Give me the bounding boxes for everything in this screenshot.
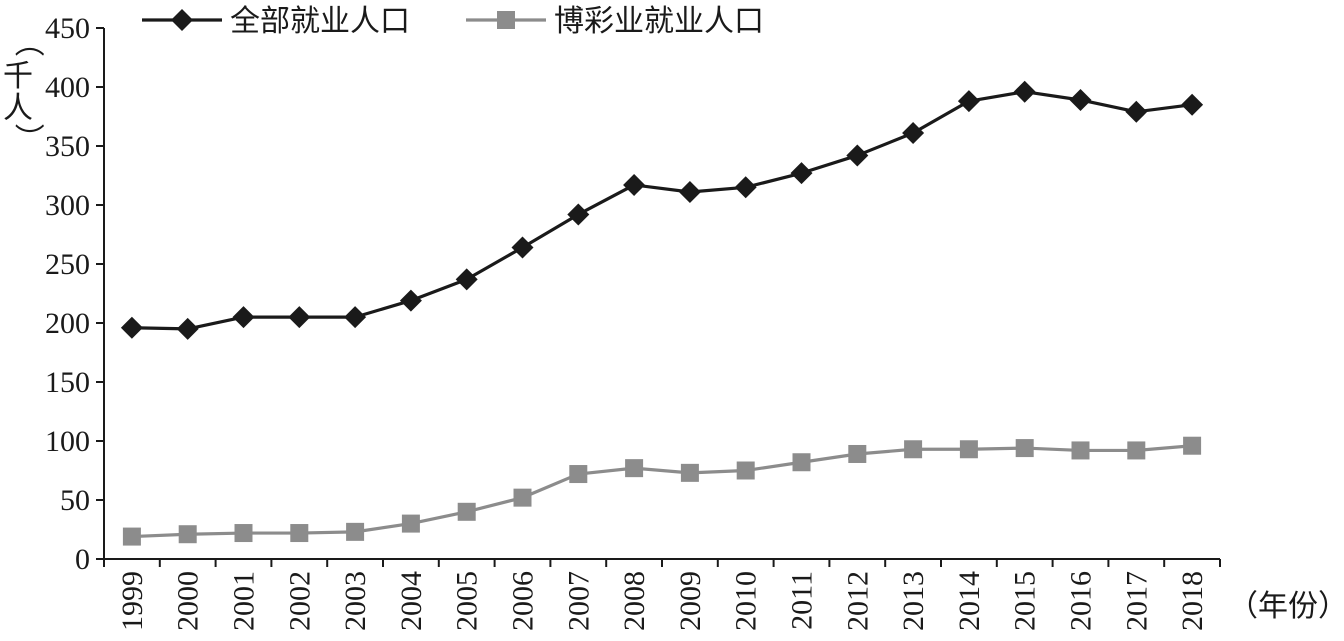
data-point	[957, 90, 980, 113]
y-tick-label: 100	[45, 425, 90, 458]
x-tick-label: 2009	[674, 571, 707, 631]
data-point	[904, 440, 923, 459]
data-point	[902, 122, 925, 145]
x-tick-label: 1999	[116, 571, 149, 631]
data-point	[959, 440, 978, 459]
x-tick-label: 2015	[1009, 571, 1042, 631]
data-point	[1071, 441, 1090, 460]
y-axis-label-char: 人	[3, 91, 33, 126]
series-line	[131, 444, 1193, 539]
data-point	[846, 144, 869, 167]
x-tick-label: 2010	[730, 571, 763, 631]
x-tick-label: 2001	[228, 571, 261, 631]
x-tick-label: 2005	[451, 571, 484, 631]
data-point	[792, 453, 811, 472]
data-point	[1013, 80, 1036, 103]
data-point	[1127, 441, 1146, 460]
data-point	[234, 524, 253, 543]
legend-item: 全部就业人口	[142, 4, 410, 39]
legend-label: 博彩业就业人口	[554, 4, 764, 39]
data-point	[455, 268, 478, 291]
x-tick-label: 2013	[897, 571, 930, 631]
data-point	[623, 173, 646, 196]
legend-item: 博彩业就业人口	[466, 4, 764, 39]
data-point	[567, 203, 590, 226]
data-point	[457, 502, 476, 521]
y-axis-label-char: （	[10, 27, 45, 57]
data-point	[399, 289, 422, 312]
y-tick-label: 0	[75, 543, 90, 576]
data-point	[344, 306, 367, 329]
legend-marker	[171, 9, 193, 31]
x-axis-label: （年份）	[1228, 589, 1344, 624]
y-tick-label: 50	[60, 484, 90, 517]
x-tick-label: 2003	[339, 571, 372, 631]
data-point	[1015, 439, 1034, 458]
data-point	[1125, 100, 1148, 123]
data-point	[122, 527, 141, 546]
y-tick-label: 400	[45, 71, 90, 104]
x-tick-label: 2017	[1120, 571, 1153, 631]
x-tick-label: 2002	[283, 571, 316, 631]
data-point	[625, 459, 644, 478]
y-tick-label: 200	[45, 307, 90, 340]
data-point	[511, 236, 534, 259]
data-point	[680, 463, 699, 482]
data-point	[346, 522, 365, 541]
data-point	[848, 444, 867, 463]
data-point	[176, 317, 199, 340]
y-axis-label-char: 千	[3, 59, 33, 94]
data-point	[678, 181, 701, 204]
x-tick-label: 2011	[786, 571, 819, 630]
series-1	[120, 80, 1204, 340]
data-point	[1183, 436, 1202, 455]
x-tick-labels: 1999 2000 2001 2002 2003 2004 2005 2006 2007 2008…	[116, 571, 1209, 631]
x-tick-label: 2014	[953, 571, 986, 631]
series-line	[131, 90, 1193, 331]
y-tick-label: 350	[45, 130, 90, 163]
axes	[96, 27, 1221, 567]
data-point	[232, 306, 255, 329]
data-point	[401, 514, 420, 533]
data-point	[1181, 93, 1204, 116]
y-tick-label: 250	[45, 248, 90, 281]
data-point	[288, 306, 311, 329]
x-tick-label: 2004	[395, 571, 428, 631]
x-tick-label: 2006	[507, 571, 540, 631]
data-point	[569, 465, 588, 484]
legend-label: 全部就业人口	[230, 4, 410, 39]
y-axis-label-char: ）	[10, 123, 45, 153]
data-point	[513, 488, 532, 507]
legend-marker	[497, 11, 515, 29]
y-tick-label: 450	[45, 12, 90, 45]
series-2	[122, 436, 1202, 546]
x-tick-label: 2018	[1176, 571, 1209, 631]
data-point	[736, 461, 755, 480]
x-tick-label: 2016	[1065, 571, 1098, 631]
data-point	[734, 176, 757, 199]
x-tick-label: 2012	[841, 571, 874, 631]
y-tick-labels: 0 50 100 150 200 250 300 350 400 450	[45, 12, 90, 576]
data-point	[790, 162, 813, 185]
legend: 全部就业人口 博彩业就业人口	[142, 4, 764, 39]
data-point	[178, 525, 197, 544]
x-tick-label: 2007	[562, 571, 595, 631]
data-point	[1069, 88, 1092, 111]
data-point	[120, 316, 143, 339]
y-tick-label: 150	[45, 366, 90, 399]
y-axis-label: （千人）	[3, 27, 45, 153]
x-tick-label: 2008	[618, 571, 651, 631]
data-point	[290, 524, 309, 543]
y-tick-label: 300	[45, 189, 90, 222]
x-tick-label: 2000	[172, 571, 205, 631]
series-group	[120, 80, 1204, 546]
